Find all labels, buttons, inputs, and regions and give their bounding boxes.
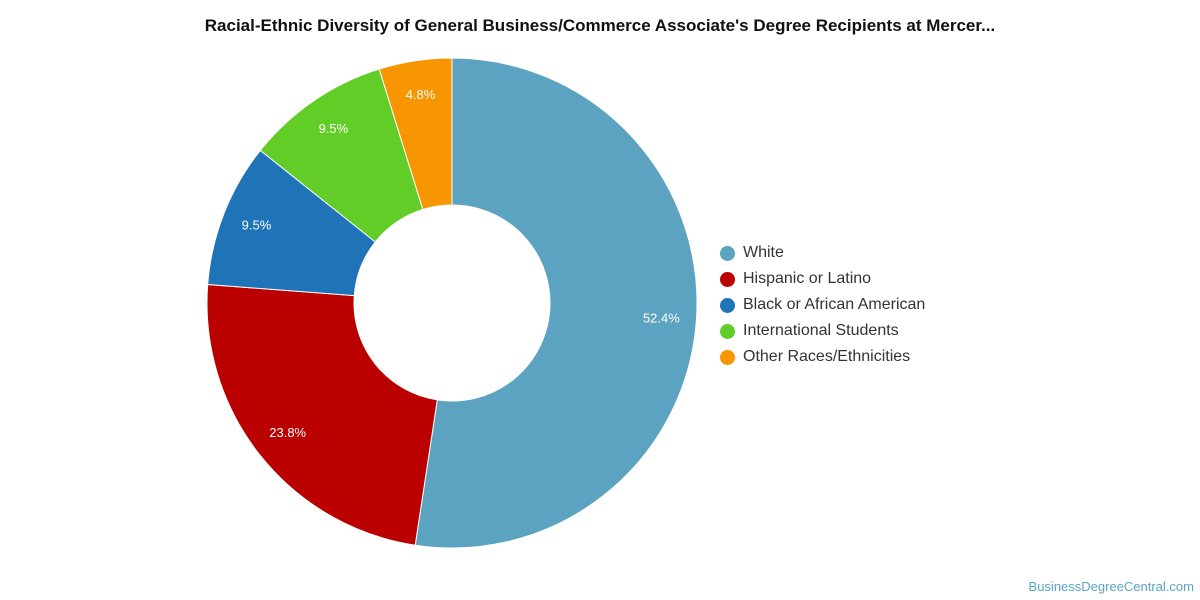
slice-white[interactable] bbox=[414, 57, 698, 549]
legend-item[interactable]: Black or African American bbox=[720, 292, 925, 318]
slice-hispanic-or-latino[interactable] bbox=[206, 284, 438, 546]
legend-label: Hispanic or Latino bbox=[743, 270, 872, 287]
legend-item[interactable]: International Students bbox=[720, 318, 925, 344]
chart-title: Racial-Ethnic Diversity of General Busin… bbox=[204, 16, 996, 35]
slice-value-label: 9.5% bbox=[242, 218, 272, 233]
chart-legend: White Hispanic or Latino Black or African … bbox=[720, 240, 925, 370]
slice-value-label: 4.8% bbox=[406, 87, 436, 102]
legend-label: Other Races/Ethnicities bbox=[743, 348, 911, 365]
legend-swatch bbox=[720, 271, 735, 287]
legend-label: International Students bbox=[743, 322, 899, 339]
legend-swatch bbox=[720, 349, 735, 365]
slice-value-label: 9.5% bbox=[319, 121, 349, 136]
legend-swatch bbox=[720, 323, 735, 339]
slice-value-label: 23.8% bbox=[269, 425, 306, 440]
legend-swatch bbox=[720, 245, 735, 261]
legend-item[interactable]: White bbox=[720, 240, 925, 266]
slice-value-label: 52.4% bbox=[643, 310, 680, 325]
legend-item[interactable]: Other Races/Ethnicities bbox=[720, 344, 925, 370]
legend-swatch bbox=[720, 297, 735, 313]
watermark[interactable]: BusinessDegreeCentral.com bbox=[1028, 579, 1194, 594]
legend-item[interactable]: Hispanic or Latino bbox=[720, 266, 925, 292]
legend-label: Black or African American bbox=[743, 296, 926, 313]
legend-label: White bbox=[743, 244, 784, 261]
slice-other-races-ethnicities[interactable] bbox=[378, 57, 453, 211]
